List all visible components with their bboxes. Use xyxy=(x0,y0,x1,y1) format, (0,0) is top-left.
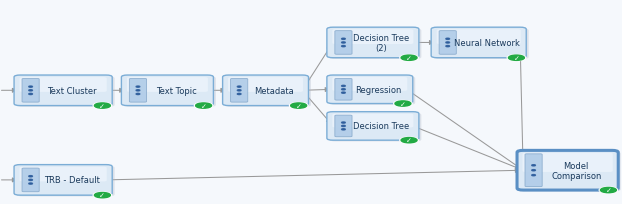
FancyBboxPatch shape xyxy=(129,79,147,103)
FancyBboxPatch shape xyxy=(231,79,248,103)
Text: Regression: Regression xyxy=(355,85,402,94)
FancyBboxPatch shape xyxy=(19,167,107,182)
Circle shape xyxy=(238,87,241,88)
Circle shape xyxy=(394,101,412,107)
Circle shape xyxy=(532,175,536,176)
Circle shape xyxy=(136,90,140,91)
Circle shape xyxy=(341,122,345,124)
FancyBboxPatch shape xyxy=(22,79,39,103)
FancyBboxPatch shape xyxy=(329,77,415,105)
Circle shape xyxy=(93,192,111,198)
FancyBboxPatch shape xyxy=(14,76,112,106)
FancyBboxPatch shape xyxy=(327,112,419,141)
Text: Neural Network: Neural Network xyxy=(454,39,520,48)
Circle shape xyxy=(599,187,618,193)
Circle shape xyxy=(532,165,536,166)
Circle shape xyxy=(238,90,241,91)
FancyBboxPatch shape xyxy=(519,152,621,191)
Circle shape xyxy=(600,187,616,193)
Circle shape xyxy=(341,89,345,90)
Circle shape xyxy=(95,193,110,198)
Text: ✓: ✓ xyxy=(295,103,302,109)
Text: Model
Comparison: Model Comparison xyxy=(551,161,601,180)
FancyBboxPatch shape xyxy=(329,113,421,142)
FancyBboxPatch shape xyxy=(335,116,352,137)
FancyBboxPatch shape xyxy=(439,31,457,55)
FancyBboxPatch shape xyxy=(431,28,526,58)
FancyBboxPatch shape xyxy=(14,165,112,195)
Circle shape xyxy=(29,176,32,177)
Circle shape xyxy=(29,183,32,184)
FancyBboxPatch shape xyxy=(332,114,414,128)
Text: Decision Tree
(2): Decision Tree (2) xyxy=(353,34,410,53)
FancyBboxPatch shape xyxy=(517,151,618,190)
Circle shape xyxy=(136,94,140,95)
FancyBboxPatch shape xyxy=(22,168,39,192)
Circle shape xyxy=(196,103,211,109)
FancyBboxPatch shape xyxy=(335,31,352,55)
Circle shape xyxy=(341,43,345,44)
FancyBboxPatch shape xyxy=(327,76,413,104)
Circle shape xyxy=(446,46,450,48)
Circle shape xyxy=(290,103,307,109)
Circle shape xyxy=(29,94,32,95)
Text: Text Cluster: Text Cluster xyxy=(47,86,96,95)
FancyBboxPatch shape xyxy=(17,166,114,196)
Circle shape xyxy=(400,55,418,61)
FancyBboxPatch shape xyxy=(228,78,303,92)
FancyBboxPatch shape xyxy=(437,30,521,45)
Text: ✓: ✓ xyxy=(406,137,412,143)
Circle shape xyxy=(532,170,536,171)
Text: ✓: ✓ xyxy=(400,101,406,107)
Text: ✓: ✓ xyxy=(201,103,207,109)
Circle shape xyxy=(341,93,345,94)
Circle shape xyxy=(95,103,110,109)
Text: ✓: ✓ xyxy=(100,192,105,198)
Circle shape xyxy=(446,39,450,40)
Text: Decision Tree: Decision Tree xyxy=(353,122,410,131)
Circle shape xyxy=(289,103,308,109)
FancyBboxPatch shape xyxy=(124,77,216,107)
Text: Metadata: Metadata xyxy=(254,86,294,95)
Text: ✓: ✓ xyxy=(100,103,105,109)
FancyBboxPatch shape xyxy=(335,79,352,101)
FancyBboxPatch shape xyxy=(329,29,421,60)
Circle shape xyxy=(401,56,417,61)
Circle shape xyxy=(446,43,450,44)
FancyBboxPatch shape xyxy=(17,77,114,107)
Circle shape xyxy=(136,87,140,88)
Text: TRB - Default: TRB - Default xyxy=(44,175,100,184)
Text: Text Topic: Text Topic xyxy=(156,86,197,95)
Circle shape xyxy=(29,179,32,181)
Circle shape xyxy=(93,103,111,109)
Circle shape xyxy=(341,39,345,40)
Circle shape xyxy=(401,138,417,143)
FancyBboxPatch shape xyxy=(223,76,309,106)
Circle shape xyxy=(341,46,345,48)
FancyBboxPatch shape xyxy=(19,78,107,92)
Text: ✓: ✓ xyxy=(605,187,611,193)
Circle shape xyxy=(400,137,418,144)
Circle shape xyxy=(395,101,411,107)
FancyBboxPatch shape xyxy=(225,77,311,107)
Circle shape xyxy=(341,129,345,130)
Text: ✓: ✓ xyxy=(514,55,519,61)
FancyBboxPatch shape xyxy=(127,78,208,92)
Circle shape xyxy=(341,86,345,87)
Text: ✓: ✓ xyxy=(406,55,412,61)
FancyBboxPatch shape xyxy=(327,28,419,58)
FancyBboxPatch shape xyxy=(434,29,529,60)
Circle shape xyxy=(195,103,213,109)
FancyBboxPatch shape xyxy=(522,153,613,172)
Circle shape xyxy=(29,90,32,91)
Circle shape xyxy=(341,126,345,127)
Circle shape xyxy=(508,56,524,61)
Circle shape xyxy=(238,94,241,95)
FancyBboxPatch shape xyxy=(332,78,407,91)
Circle shape xyxy=(29,87,32,88)
Circle shape xyxy=(507,55,526,61)
FancyBboxPatch shape xyxy=(525,154,542,187)
FancyBboxPatch shape xyxy=(332,30,414,45)
FancyBboxPatch shape xyxy=(121,76,213,106)
